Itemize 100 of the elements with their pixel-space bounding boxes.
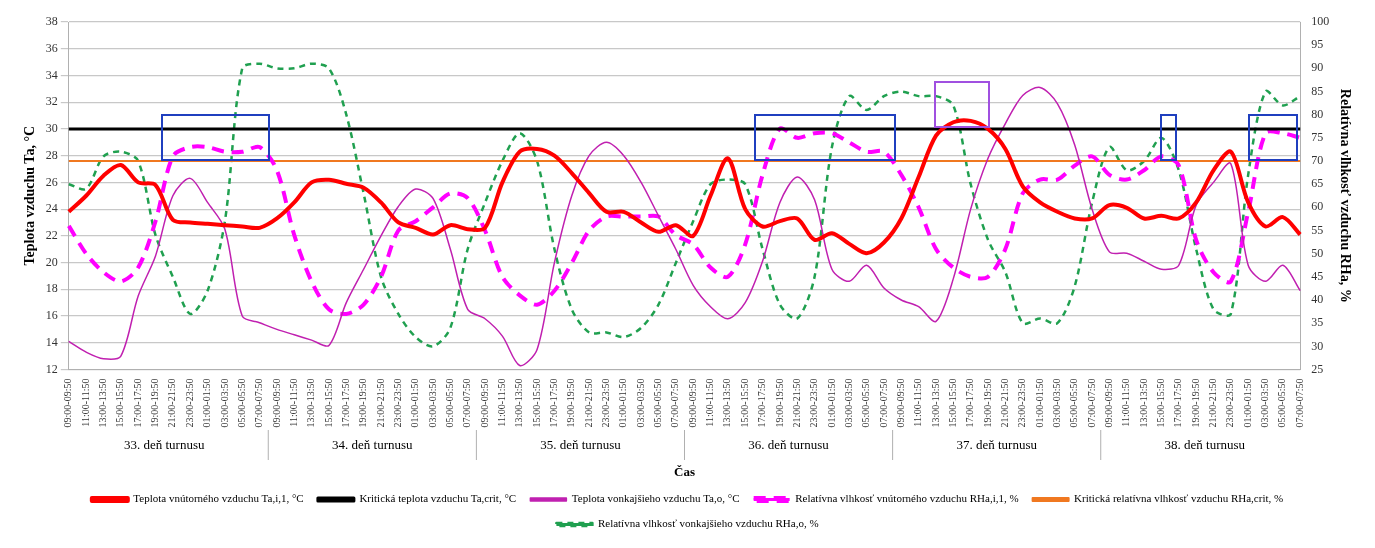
y2-tick-label: 35 [1311, 315, 1324, 330]
x-tick-label: 15:00-15:50 [530, 378, 542, 428]
x-tick-label: 05:00-05:50 [235, 378, 247, 428]
x-tick-label: 09:00-09:50 [270, 378, 282, 428]
x-tick-label: 23:00-23:50 [1016, 378, 1028, 428]
y2-tick-label: 70 [1311, 153, 1324, 168]
y-tick-label: 22 [45, 228, 58, 243]
legend-label: Relatívna vlhkosť vnútorného vzduchu RHa,i,1, % [795, 492, 1019, 505]
legend-label: Teplota vnútorného vzduchu Ta,i,1, °C [133, 492, 304, 505]
y-tick-label: 14 [45, 334, 58, 349]
x-tick-label: 07:00-07:50 [1085, 378, 1097, 428]
x-tick-label: 01:00-01:50 [825, 378, 837, 428]
x-tick-label: 03:00-03:50 [426, 378, 438, 428]
legend-label: Teplota vonkajšieho vzduchu Ta,o, °C [571, 492, 740, 505]
x-tick-label: 23:00-23:50 [600, 378, 612, 428]
x-tick-label: 11:00-11:50 [287, 378, 299, 427]
legend-label: Kritická relatívna vlhkosť vzduchu RHa,crit, % [1074, 492, 1284, 505]
x-tick-label: 23:00-23:50 [183, 378, 195, 428]
x-tick-label: 21:00-21:50 [1207, 378, 1219, 428]
x-tick-label: 05:00-05:50 [443, 378, 455, 428]
x-tick-label: 01:00-01:50 [1241, 378, 1253, 428]
x-tick-label: 13:00-13:50 [721, 378, 733, 428]
x-tick-label: 09:00-09:50 [1103, 378, 1115, 428]
x-tick-label: 13:00-13:50 [513, 378, 525, 428]
x-tick-label: 21:00-21:50 [166, 378, 178, 428]
legend-label: Kritická teplota vzduchu Ta,crit, °C [359, 492, 517, 505]
x-tick-label: 03:00-03:50 [1259, 378, 1271, 428]
x-tick-label: 13:00-13:50 [305, 378, 317, 428]
y2-tick-label: 40 [1311, 292, 1324, 307]
text: 33. deň turnusu [123, 437, 205, 453]
x-tick-label: 01:00-01:50 [1033, 378, 1045, 428]
y2-tick-label: 30 [1311, 338, 1324, 353]
x-tick-label: 11:00-11:50 [1120, 378, 1132, 427]
y-tick-label: 30 [45, 121, 58, 136]
x-tick-label: 01:00-01:50 [617, 378, 629, 428]
x-tick-label: 21:00-21:50 [790, 378, 802, 428]
x-tick-label: 05:00-05:50 [860, 378, 872, 428]
text: 34. deň turnusu [332, 437, 414, 453]
x-axis-title: Čas [674, 463, 695, 479]
x-tick-label: 23:00-23:50 [1224, 378, 1236, 428]
x-tick-label: 15:00-15:50 [946, 378, 958, 428]
x-tick-label: 21:00-21:50 [582, 378, 594, 428]
y-tick-label: 34 [45, 67, 58, 82]
x-tick-label: 03:00-03:50 [634, 378, 646, 428]
x-tick-label: 17:00-17:50 [339, 378, 351, 428]
y2-tick-label: 25 [1311, 361, 1324, 376]
y2-tick-label: 65 [1311, 176, 1324, 191]
text: 35. deň turnusu [540, 437, 622, 453]
x-tick-label: 11:00-11:50 [496, 378, 508, 427]
x-tick-label: 01:00-01:50 [201, 378, 213, 428]
y-tick-label: 28 [45, 147, 58, 162]
x-tick-label: 09:00-09:50 [894, 378, 906, 428]
x-tick-label: 15:00-15:50 [114, 378, 126, 428]
y2-axis-title: Relatívna vlhkosť vzduchu RHa, % [1337, 88, 1353, 303]
y2-tick-label: 85 [1311, 83, 1324, 98]
x-tick-label: 15:00-15:50 [1155, 378, 1167, 428]
x-tick-label: 05:00-05:50 [652, 378, 664, 428]
x-tick-label: 23:00-23:50 [391, 378, 403, 428]
y2-tick-label: 100 [1311, 14, 1330, 29]
x-tick-label: 07:00-07:50 [461, 378, 473, 428]
text: 38. deň turnusu [1164, 437, 1246, 453]
text: 37. deň turnusu [956, 437, 1038, 453]
x-tick-label: 13:00-13:50 [97, 378, 109, 428]
x-tick-label: 23:00-23:50 [808, 378, 820, 428]
x-tick-label: 15:00-15:50 [738, 378, 750, 428]
x-tick-label: 05:00-05:50 [1276, 378, 1288, 428]
x-tick-label: 13:00-13:50 [1137, 378, 1149, 428]
y-tick-label: 20 [45, 254, 58, 269]
x-tick-label: 03:00-03:50 [218, 378, 230, 428]
y-tick-label: 26 [45, 174, 58, 189]
y2-tick-label: 90 [1311, 60, 1324, 75]
x-tick-label: 07:00-07:50 [253, 378, 265, 428]
x-tick-label: 15:00-15:50 [322, 378, 334, 428]
x-tick-label: 17:00-17:50 [1172, 378, 1184, 428]
x-tick-label: 09:00-09:50 [478, 378, 490, 428]
x-tick-label: 21:00-21:50 [374, 378, 386, 428]
x-tick-label: 05:00-05:50 [1068, 378, 1080, 428]
y-tick-label: 24 [45, 201, 58, 216]
x-tick-label: 13:00-13:50 [929, 378, 941, 428]
x-tick-label: 07:00-07:50 [669, 378, 681, 428]
y2-tick-label: 75 [1311, 129, 1324, 144]
x-tick-label: 01:00-01:50 [409, 378, 421, 428]
x-tick-label: 21:00-21:50 [998, 378, 1010, 428]
y2-tick-label: 45 [1311, 269, 1324, 283]
x-tick-label: 17:00-17:50 [131, 378, 143, 428]
x-tick-label: 07:00-07:50 [877, 378, 889, 428]
legend-label: Relatívna vlhkosť vonkajšieho vzduchu RHa,o, % [597, 517, 819, 530]
x-tick-label: 09:00-09:50 [686, 378, 698, 428]
y2-tick-label: 80 [1311, 106, 1324, 121]
x-tick-label: 17:00-17:50 [756, 378, 768, 428]
y-tick-label: 18 [45, 281, 58, 296]
x-tick-label: 19:00-19:50 [981, 378, 993, 428]
x-tick-label: 19:00-19:50 [773, 378, 785, 428]
y-tick-label: 12 [45, 361, 58, 376]
y-tick-label: 16 [45, 308, 58, 323]
y2-tick-label: 50 [1311, 245, 1324, 260]
x-tick-label: 19:00-19:50 [357, 378, 369, 428]
y-tick-label: 38 [45, 14, 58, 29]
y2-tick-label: 60 [1311, 199, 1324, 214]
x-tick-label: 03:00-03:50 [842, 378, 854, 428]
